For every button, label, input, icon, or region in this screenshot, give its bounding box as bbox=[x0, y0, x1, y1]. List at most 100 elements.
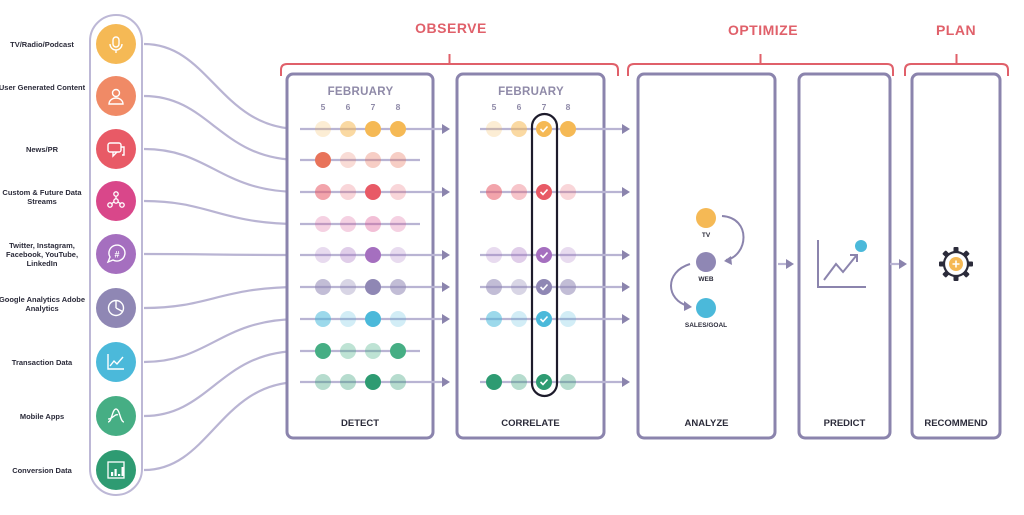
detect-dot bbox=[390, 121, 406, 137]
correlate-dot bbox=[536, 279, 552, 295]
row-arrow-head bbox=[442, 250, 450, 260]
detect-dot bbox=[340, 343, 356, 359]
source-connector bbox=[143, 199, 301, 226]
detect-dot bbox=[365, 184, 381, 200]
web-sales-link bbox=[670, 263, 691, 307]
detect-dot bbox=[340, 121, 356, 137]
source-circle[interactable] bbox=[96, 342, 136, 382]
source-circle[interactable] bbox=[96, 24, 136, 64]
source-label: Conversion Data bbox=[12, 465, 72, 475]
detect-dot bbox=[365, 279, 381, 295]
detect-dot bbox=[390, 343, 406, 359]
analyze-sales-label: SALES/GOAL bbox=[684, 322, 728, 329]
detect-dot bbox=[340, 374, 356, 390]
row-arrow-head bbox=[442, 282, 450, 292]
source-label: Custom & Future Data Streams bbox=[2, 187, 82, 206]
correlate-arrow-head bbox=[622, 282, 630, 292]
detect-dot bbox=[315, 152, 331, 168]
correlate-dot bbox=[511, 247, 527, 263]
day-label: 8 bbox=[395, 102, 401, 112]
microphone-icon bbox=[109, 36, 123, 53]
source-label: News/PR bbox=[25, 144, 59, 154]
svg-text:#: # bbox=[114, 250, 119, 260]
detect-dot bbox=[390, 311, 406, 327]
detect-dot bbox=[340, 247, 356, 263]
detect-dot bbox=[340, 184, 356, 200]
row-arrow-head bbox=[442, 187, 450, 197]
detect-dot bbox=[390, 216, 406, 232]
source-label: Twitter, Instagram, Facebook, YouTube, L… bbox=[5, 240, 79, 268]
row-arrow-head bbox=[442, 124, 450, 134]
source-label: User Generated Content bbox=[0, 82, 86, 92]
source-connector bbox=[143, 285, 301, 310]
source-label: Mobile Apps bbox=[19, 411, 65, 421]
correlate-dot bbox=[486, 311, 502, 327]
detect-dot bbox=[340, 152, 356, 168]
source-circle[interactable] bbox=[96, 396, 136, 436]
correlate-dot bbox=[536, 184, 552, 200]
detect-dot bbox=[315, 311, 331, 327]
day-label: 8 bbox=[565, 102, 571, 112]
month-label-detect: FEBRUARY bbox=[327, 86, 394, 98]
correlate-dot bbox=[486, 121, 502, 137]
source-connector bbox=[143, 42, 301, 131]
phase-observe: OBSERVE bbox=[415, 20, 487, 36]
correlate-dot bbox=[536, 247, 552, 263]
check-icon bbox=[539, 251, 549, 259]
source-circle[interactable] bbox=[96, 181, 136, 221]
correlation-highlight bbox=[530, 112, 559, 398]
check-icon bbox=[539, 283, 549, 291]
correlate-dot bbox=[560, 121, 576, 137]
source-label: TV/Radio/Podcast bbox=[10, 39, 74, 49]
correlate-dot bbox=[486, 374, 502, 390]
day-label: 6 bbox=[516, 102, 522, 112]
gear-icon bbox=[939, 247, 973, 281]
stage-label-detect: DETECT bbox=[341, 418, 379, 429]
correlate-dot bbox=[511, 374, 527, 390]
day-label: 5 bbox=[491, 102, 497, 112]
source-label: Transaction Data bbox=[11, 357, 73, 367]
detect-dot bbox=[365, 311, 381, 327]
detect-dot bbox=[365, 247, 381, 263]
source-circle[interactable] bbox=[96, 129, 136, 169]
user-icon bbox=[108, 88, 124, 105]
source-connector bbox=[143, 380, 301, 472]
detect-dot bbox=[365, 216, 381, 232]
analyze-web-label: WEB bbox=[698, 276, 714, 283]
correlate-dot bbox=[560, 311, 576, 327]
source-connector bbox=[143, 252, 301, 257]
predict-chart-icon bbox=[817, 240, 867, 288]
tv-node bbox=[696, 208, 716, 228]
detect-dot bbox=[390, 374, 406, 390]
check-icon bbox=[539, 188, 549, 196]
stage-label-correlate: CORRELATE bbox=[501, 418, 560, 429]
bar-chart-icon bbox=[107, 461, 125, 479]
hashtag-icon: # bbox=[106, 244, 126, 264]
correlate-arrow-head bbox=[622, 124, 630, 134]
source-circle[interactable] bbox=[96, 234, 136, 274]
plan-bracket bbox=[904, 54, 1009, 76]
detect-dot bbox=[315, 184, 331, 200]
detect-dot bbox=[340, 311, 356, 327]
optimize-bracket bbox=[627, 54, 894, 76]
observe-bracket bbox=[280, 54, 619, 76]
check-icon bbox=[539, 378, 549, 386]
correlate-dot bbox=[560, 247, 576, 263]
correlate-dot bbox=[560, 279, 576, 295]
correlate-dot bbox=[511, 279, 527, 295]
detect-dot bbox=[365, 374, 381, 390]
detect-dot bbox=[315, 247, 331, 263]
web-sales-link-head bbox=[684, 301, 692, 311]
row-arrow-head bbox=[442, 377, 450, 387]
day-label: 7 bbox=[370, 102, 376, 112]
day-label: 6 bbox=[345, 102, 351, 112]
correlate-arrow-head bbox=[622, 187, 630, 197]
source-label: Google Analytics Adobe Analytics bbox=[0, 294, 86, 313]
analyze-tv-label: TV bbox=[701, 232, 711, 239]
detect-dot bbox=[315, 216, 331, 232]
source-pill-frame bbox=[89, 14, 143, 496]
analyze-predict-arrow-head bbox=[786, 259, 794, 269]
detect-dot bbox=[365, 152, 381, 168]
predict-recommend-arrow-head bbox=[899, 259, 907, 269]
